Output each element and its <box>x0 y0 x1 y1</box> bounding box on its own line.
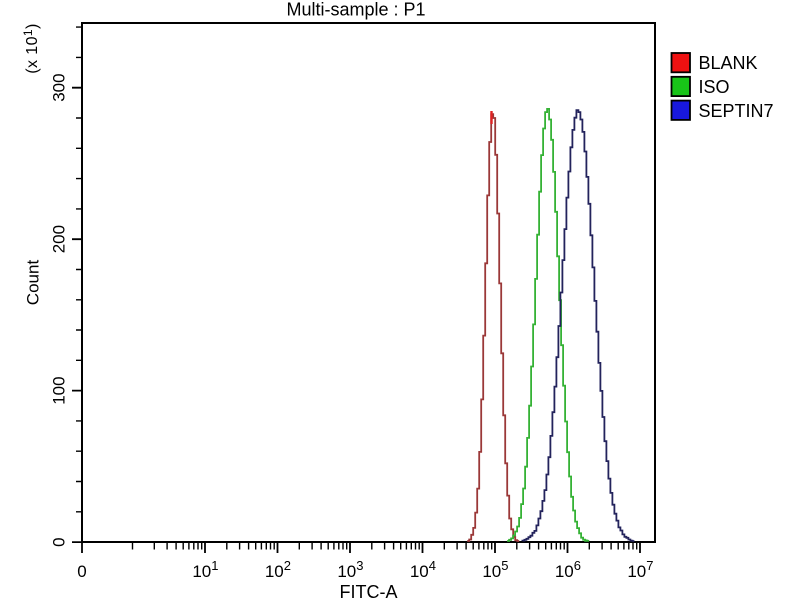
svg-text:5: 5 <box>501 558 508 573</box>
svg-text:300: 300 <box>50 73 69 101</box>
svg-text:1: 1 <box>211 558 218 573</box>
svg-text:10: 10 <box>410 562 429 581</box>
svg-text:10: 10 <box>265 562 284 581</box>
svg-text:100: 100 <box>50 376 69 404</box>
svg-text:10: 10 <box>192 562 211 581</box>
svg-text:ISO: ISO <box>699 77 730 97</box>
svg-text:200: 200 <box>50 225 69 253</box>
svg-text:Count: Count <box>24 260 43 306</box>
svg-text:Multi-sample : P1: Multi-sample : P1 <box>286 0 425 20</box>
svg-text:0: 0 <box>77 562 86 581</box>
svg-text:6: 6 <box>574 558 581 573</box>
svg-text:4: 4 <box>429 558 436 573</box>
svg-text:3: 3 <box>356 558 363 573</box>
svg-text:0: 0 <box>50 537 69 546</box>
svg-text:10: 10 <box>337 562 356 581</box>
svg-text:10: 10 <box>627 562 646 581</box>
svg-text:BLANK: BLANK <box>699 53 758 73</box>
svg-text:FITC-A: FITC-A <box>340 582 398 600</box>
svg-text:2: 2 <box>284 558 291 573</box>
svg-text:10: 10 <box>555 562 574 581</box>
svg-text:SEPTIN7: SEPTIN7 <box>699 101 774 121</box>
svg-text:10: 10 <box>482 562 501 581</box>
svg-text:7: 7 <box>646 558 653 573</box>
